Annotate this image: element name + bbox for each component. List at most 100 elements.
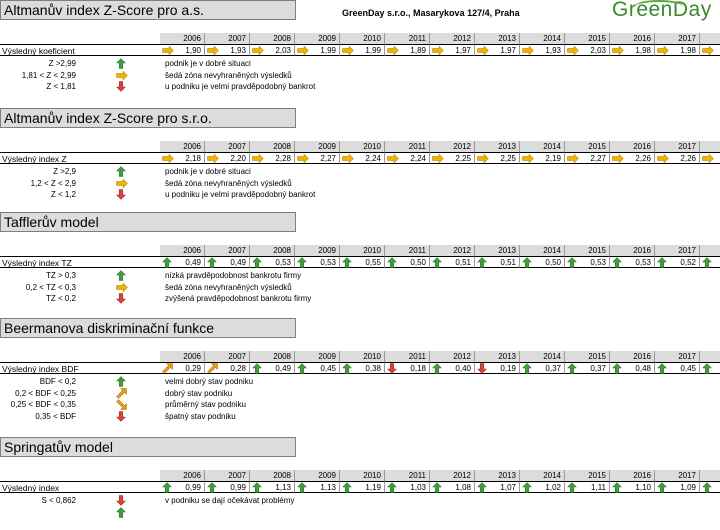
arrow-up-icon [342, 482, 352, 493]
legend-row: Z < 1,2 u podniku je velmi pravděpodobný … [0, 189, 720, 200]
result-label: Výsledný index TZ [0, 256, 160, 268]
result-value-cell: 0,48 [610, 362, 655, 374]
year-header-cell: 2016 [610, 351, 655, 362]
legend-row: 0,25 < BDF < 0,35 průměrný stav podniku [0, 399, 720, 410]
arrow-up-icon [522, 363, 532, 374]
year-header-row: 2006 2007 2008 2009 2010 2011 2012 2013 2014 2015… [0, 245, 720, 256]
result-value-cell: 0,55 [340, 256, 385, 268]
arrow-up-right-icon [116, 387, 128, 399]
legend-row: TZ > 0,3 nízká pravděpodobnost bankrotu f… [0, 270, 720, 281]
legend-condition: 1,2 < Z < 2,9 [30, 178, 76, 188]
result-value: 0,51 [500, 258, 516, 267]
result-value: 1,98 [680, 46, 696, 55]
result-value: 1,19 [365, 483, 381, 492]
result-value: 0,49 [185, 258, 201, 267]
result-value: 1,93 [545, 46, 561, 55]
result-value: 2,19 [545, 154, 561, 163]
legend-description: v podniku se dají očekávat problémy [165, 496, 295, 505]
result-value-cell: 1,99 [295, 44, 340, 56]
result-value: 1,07 [500, 483, 516, 492]
year-header-row: 2006 2007 2008 2009 2010 2011 2012 2013 2014 2015… [0, 470, 720, 481]
result-value: 0,99 [230, 483, 246, 492]
result-value-cell [700, 152, 720, 164]
result-value-cell: 2,27 [295, 152, 340, 164]
result-value: 2,18 [185, 154, 201, 163]
legend-description: nízká pravděpodobnost bankrotu firmy [165, 271, 302, 280]
result-value-cell: 1,03 [385, 481, 430, 493]
result-value: 2,26 [680, 154, 696, 163]
arrow-right-icon [702, 153, 714, 164]
result-value-cell: 0,99 [205, 481, 250, 493]
arrow-down-icon [387, 363, 397, 374]
year-header-cell: 2012 [430, 33, 475, 44]
legend-row: Z < 1,81 u podniku je velmi pravděpodobný… [0, 81, 720, 92]
year-header-cell: 2016 [610, 470, 655, 481]
year-header-cell: 2007 [205, 141, 250, 152]
year-header-cell: 2006 [160, 351, 205, 362]
legend-condition: 0,2 < BDF < 0,25 [15, 388, 76, 398]
company-address: GreenDay s.r.o., Masarykova 127/4, Praha [342, 8, 520, 18]
year-header-cell: 2015 [565, 470, 610, 481]
arrow-up-icon [432, 363, 442, 374]
result-value-cell: 2,26 [655, 152, 700, 164]
year-header-cell: 2008 [250, 141, 295, 152]
result-value: 1,08 [455, 483, 471, 492]
arrow-up-icon [657, 482, 667, 493]
arrow-up-icon [612, 482, 622, 493]
legend-row: Z >2,9 podnik je v dobré situaci [0, 166, 720, 177]
legend-condition: Z < 1,2 [50, 190, 76, 199]
arrow-up-icon [477, 257, 487, 268]
result-value: 0,53 [275, 258, 291, 267]
result-value: 1,11 [591, 483, 606, 492]
year-header-cell: 2017 [655, 470, 700, 481]
result-value: 0,29 [185, 364, 201, 373]
year-header-cell: 2010 [340, 470, 385, 481]
result-value-cell: 2,03 [250, 44, 295, 56]
arrow-up-icon [702, 257, 712, 268]
arrow-right-icon [432, 153, 444, 164]
arrow-right-icon [342, 153, 354, 164]
result-value-cell: 1,93 [205, 44, 250, 56]
legend-description: šedá zóna nevyhraněných výsledků [165, 178, 292, 188]
result-value: 2,27 [590, 154, 606, 163]
arrow-right-icon [116, 177, 128, 189]
legend-condition: BDF < 0,2 [39, 377, 76, 386]
arrow-up-right-icon [162, 363, 173, 374]
year-header-cell: 2017 [655, 33, 700, 44]
arrow-up-icon [162, 257, 172, 268]
legend-row [0, 506, 720, 518]
legend-condition: Z >2,9 [53, 167, 76, 176]
year-header-cell: 2 [700, 33, 720, 44]
result-value-cell: 0,37 [520, 362, 565, 374]
result-value: 1,03 [410, 483, 426, 492]
result-value-cell: 2,25 [430, 152, 475, 164]
year-header-cell: 2 [700, 351, 720, 362]
result-value-cell: 0,29 [160, 362, 205, 374]
arrow-up-icon [297, 482, 307, 493]
arrow-right-icon [297, 45, 309, 56]
year-header-cell: 2 [700, 141, 720, 152]
result-value-cell: 0,53 [295, 256, 340, 268]
result-value-cell: 0,99 [160, 481, 205, 493]
arrow-up-icon [612, 257, 622, 268]
result-value: 1,02 [545, 483, 561, 492]
result-value: 0,45 [320, 364, 336, 373]
arrow-down-icon [116, 495, 128, 506]
arrow-up-icon [387, 482, 397, 493]
arrow-right-icon [387, 153, 399, 164]
arrow-up-right-icon [207, 363, 218, 374]
result-value-cell: 0,52 [655, 256, 700, 268]
result-value-cell: 1,13 [295, 481, 340, 493]
result-value: 1,99 [365, 46, 381, 55]
arrow-right-icon [612, 45, 624, 56]
arrow-right-icon [297, 153, 309, 164]
year-header-cell: 2014 [520, 470, 565, 481]
result-row: Výsledný koeficient 1,90 1,93 2,03 1,99 1,99 1… [0, 44, 720, 56]
result-label: Výsledný index Z [0, 152, 160, 164]
arrow-up-icon [567, 363, 577, 374]
year-header-cell: 2016 [610, 33, 655, 44]
result-value-cell: 2,24 [385, 152, 430, 164]
result-value-cell: 0,40 [430, 362, 475, 374]
result-value: 0,53 [320, 258, 336, 267]
arrow-up-icon [162, 482, 172, 493]
